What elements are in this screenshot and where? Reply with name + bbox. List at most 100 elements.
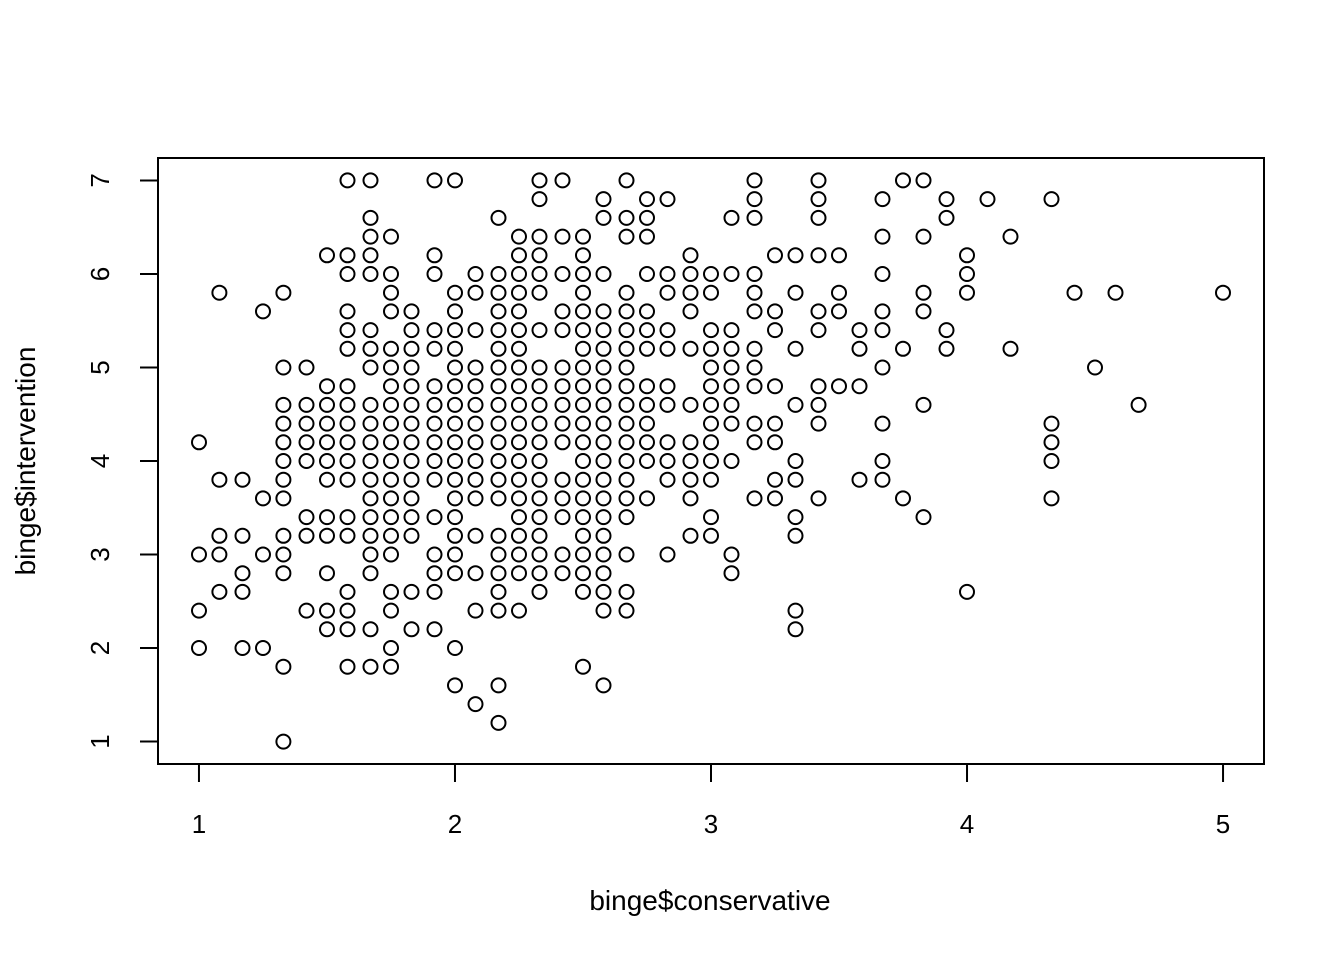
data-point: [895, 340, 911, 357]
data-point: [467, 396, 484, 413]
data-point: [575, 658, 591, 675]
data-point: [682, 266, 699, 282]
data-point: [319, 415, 335, 432]
data-point: [490, 359, 507, 376]
data-point: [723, 546, 740, 563]
data-point: [362, 621, 379, 638]
x-tick-label: 1: [192, 809, 206, 839]
data-point: [275, 434, 292, 451]
data-point: [723, 359, 740, 376]
data-point: [767, 247, 783, 264]
data-point: [191, 546, 207, 563]
data-point: [874, 322, 891, 339]
data-point: [746, 434, 763, 451]
data-point: [447, 303, 463, 320]
data-point: [531, 172, 548, 189]
data-point: [467, 359, 484, 376]
data-point: [575, 247, 591, 264]
data-point: [703, 284, 719, 301]
data-point: [639, 396, 655, 413]
data-point: [383, 434, 399, 451]
data-point: [298, 415, 315, 432]
data-point: [831, 247, 847, 264]
data-point: [618, 396, 635, 413]
data-point: [275, 471, 292, 488]
y-axis: 1 2 3 4 5 6 7: [85, 173, 159, 749]
data-point: [682, 490, 699, 507]
data-point: [703, 471, 719, 488]
data-point: [383, 266, 399, 282]
data-point: [511, 322, 527, 339]
data-point: [383, 490, 399, 507]
x-tick-label: 2: [448, 809, 462, 839]
data-point: [703, 415, 719, 432]
data-point: [426, 621, 443, 638]
data-point: [447, 172, 463, 189]
x-tick-label: 5: [1216, 809, 1230, 839]
data-point: [595, 471, 612, 488]
data-point: [554, 359, 571, 376]
data-point: [362, 658, 379, 675]
data-point: [362, 247, 379, 264]
data-point: [746, 284, 763, 301]
data-point: [682, 434, 699, 451]
y-tick-label: 1: [85, 734, 115, 748]
data-point: [211, 284, 228, 301]
data-point: [490, 471, 507, 488]
data-point: [595, 415, 612, 432]
data-point: [810, 303, 827, 320]
data-point: [490, 266, 507, 282]
data-point: [575, 303, 591, 320]
data-point: [467, 322, 484, 339]
data-point: [874, 471, 891, 488]
data-point: [575, 546, 591, 563]
data-point: [490, 378, 507, 395]
data-point: [723, 378, 740, 395]
data-point: [810, 378, 827, 395]
data-point: [403, 583, 420, 600]
data-point: [787, 284, 804, 301]
data-point: [723, 453, 740, 469]
data-point: [618, 415, 635, 432]
data-point: [490, 714, 507, 731]
data-point: [426, 509, 443, 526]
data-point: [554, 509, 571, 526]
data-point: [575, 340, 591, 357]
data-point: [595, 359, 612, 376]
data-point: [575, 565, 591, 582]
data-point: [511, 546, 527, 563]
data-point: [403, 453, 420, 469]
data-point: [938, 191, 955, 208]
data-point: [915, 509, 932, 526]
data-point: [339, 322, 356, 339]
data-point: [362, 509, 379, 526]
data-point: [874, 453, 891, 469]
data-point: [511, 471, 527, 488]
data-point: [403, 621, 420, 638]
data-point: [319, 247, 335, 264]
data-point: [511, 490, 527, 507]
data-point: [531, 415, 548, 432]
data-point: [575, 471, 591, 488]
data-point: [191, 640, 207, 656]
data-point: [467, 565, 484, 582]
data-point: [595, 602, 612, 619]
data-point: [618, 359, 635, 376]
data-point: [467, 284, 484, 301]
data-point: [639, 453, 655, 469]
data-point: [447, 640, 463, 656]
data-point: [467, 490, 484, 507]
data-point: [659, 396, 676, 413]
data-point: [767, 378, 783, 395]
data-point: [490, 546, 507, 563]
data-point: [319, 471, 335, 488]
data-point: [211, 527, 228, 544]
data-point: [426, 565, 443, 582]
data-point: [851, 340, 868, 357]
data-point: [275, 527, 292, 544]
data-point: [915, 172, 932, 189]
data-point: [659, 266, 676, 282]
data-point: [467, 696, 484, 713]
